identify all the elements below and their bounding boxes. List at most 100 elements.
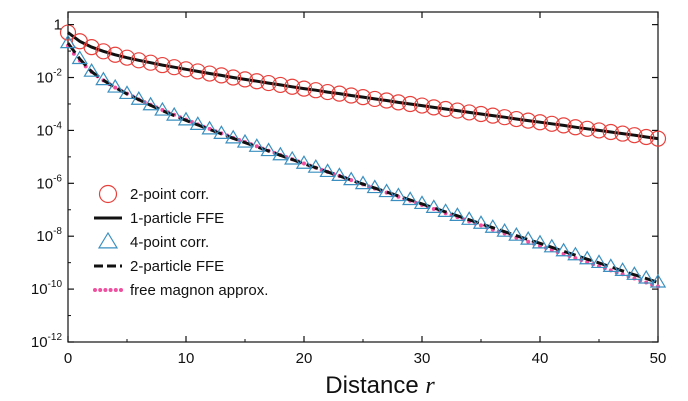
4-point-corr-marker [484, 219, 501, 233]
2-point-corr-marker [260, 74, 277, 92]
2-point-corr-marker [366, 90, 383, 108]
4-point-corr-marker [213, 125, 230, 139]
2-point-corr-marker [272, 76, 289, 94]
2-point-corr-marker [638, 128, 655, 146]
x-tick-label: 50 [650, 350, 667, 367]
2-point-corr-marker [354, 88, 372, 106]
legend-swatch-free-magnon-approx [98, 288, 103, 292]
y-tick-label: 1 [54, 17, 62, 34]
2-point-corr-marker [461, 104, 478, 121]
4-point-corr-marker [307, 159, 324, 173]
x-tick-label: 20 [296, 350, 313, 367]
2-point-corr-marker [402, 95, 419, 113]
2-point-corr-marker [543, 115, 560, 132]
free-magnon-approx-point [431, 206, 436, 211]
2-point-corr-marker [649, 130, 667, 147]
y-tick-label: 10-2 [36, 68, 62, 87]
4-point-corr-marker [189, 116, 206, 130]
2-point-corr-marker [95, 43, 112, 60]
4-point-corr-marker [567, 246, 584, 261]
free-magnon-approx-point [349, 178, 354, 183]
legend-entry-free-magnon-approx: free magnon approx. [93, 282, 268, 299]
4-point-corr-marker [590, 254, 608, 269]
4-point-corr-marker [295, 155, 313, 169]
free-magnon-approx-point [632, 276, 637, 281]
free-magnon-approx-point [302, 161, 306, 166]
4-point-corr-marker [472, 215, 490, 229]
4-point-corr-marker [118, 85, 136, 100]
4-point-corr-marker [378, 183, 395, 198]
4-point-corr-marker [626, 266, 643, 280]
legend: 2-point corr. 1-particle FFE 4-point corr.… [93, 184, 268, 299]
legend-label-2-point-corr: 2-point corr. [130, 186, 209, 203]
legend-swatch-2-point-corr [98, 184, 118, 204]
4-point-corr-marker [366, 179, 383, 194]
4-point-corr-marker [95, 71, 112, 86]
4-point-corr-marker [166, 106, 183, 121]
axis-ticks: 0 10 20 30 40 50 1 10-2 10-4 10-6 10-8 10-10 10-12 [31, 12, 666, 367]
2-point-corr-marker [496, 109, 513, 126]
4-point-corr-marker [508, 227, 525, 241]
free-magnon-approx-point [479, 223, 483, 228]
2-point-corr-marker [201, 65, 218, 82]
4-point-corr-marker [59, 34, 77, 49]
2-point-corr-marker [177, 61, 195, 78]
2-point-corr-marker [614, 125, 631, 142]
y-tick-label: 10-12 [31, 332, 63, 351]
legend-entry-4-point-corr: 4-point corr. [97, 231, 209, 251]
4-point-corr-marker [520, 230, 537, 245]
4-point-corr-marker [248, 138, 265, 152]
x-tick-label: 0 [64, 350, 72, 367]
2-point-corr-marker [142, 54, 159, 71]
4-point-corr-marker [437, 203, 454, 217]
y-tick-label: 10-10 [31, 279, 63, 298]
4-point-corr-marker [319, 163, 336, 178]
2-point-corr-marker [248, 73, 265, 90]
4-point-corr-marker [555, 242, 572, 257]
legend-entry-2-particle-ffe: 2-particle FFE [94, 258, 224, 275]
x-tick-label: 40 [532, 350, 549, 367]
2-point-corr-marker [319, 83, 336, 101]
4-point-corr-marker [177, 111, 195, 126]
4-point-corr-marker [201, 120, 218, 135]
2-point-corr-marker [472, 105, 490, 123]
2-point-corr-marker [378, 92, 395, 109]
2-point-corr-marker [390, 94, 407, 111]
2-point-corr-marker [213, 67, 230, 84]
4-point-corr-marker [343, 171, 360, 186]
2-point-corr-marker [83, 39, 100, 56]
2-point-corr-marker [295, 80, 313, 97]
4-point-corr-marker [236, 133, 254, 148]
4-point-corr-marker [83, 63, 100, 77]
legend-swatch-free-magnon-approx [108, 288, 113, 292]
2-point-corr-marker [331, 85, 348, 102]
x-tick-label: 30 [414, 350, 431, 367]
4-point-corr-marker [225, 129, 242, 144]
2-point-corr-marker [154, 56, 171, 74]
4-point-corr-marker [531, 234, 549, 249]
2-point-corr-marker [118, 49, 136, 66]
2-point-corr-marker [343, 87, 360, 104]
2-point-corr-marker [225, 69, 242, 86]
4-point-corr-marker [449, 207, 466, 221]
4-point-corr-marker [614, 262, 631, 276]
legend-label-free-magnon-approx: free magnon approx. [130, 282, 268, 299]
2-point-corr-marker [531, 114, 549, 131]
4-point-corr-marker [107, 78, 124, 93]
2-point-corr-marker [284, 78, 301, 95]
legend-label-1-particle-ffe: 1-particle FFE [130, 210, 224, 227]
legend-label-2-particle-ffe: 2-particle FFE [130, 258, 224, 275]
series-layer [59, 24, 667, 289]
4-point-corr-marker [331, 167, 348, 182]
free-magnon-approx-point [113, 85, 118, 90]
2-point-corr-marker [602, 123, 619, 141]
2-point-corr-marker [579, 120, 596, 137]
2-point-corr-marker [413, 97, 431, 114]
4-point-corr-marker [260, 142, 277, 157]
y-tick-label: 10-8 [36, 226, 62, 245]
4-point-corr-marker [638, 269, 655, 284]
legend-swatch-free-magnon-approx [103, 288, 108, 292]
2-point-corr-marker [567, 119, 584, 136]
4-point-corr-marker [142, 96, 159, 111]
